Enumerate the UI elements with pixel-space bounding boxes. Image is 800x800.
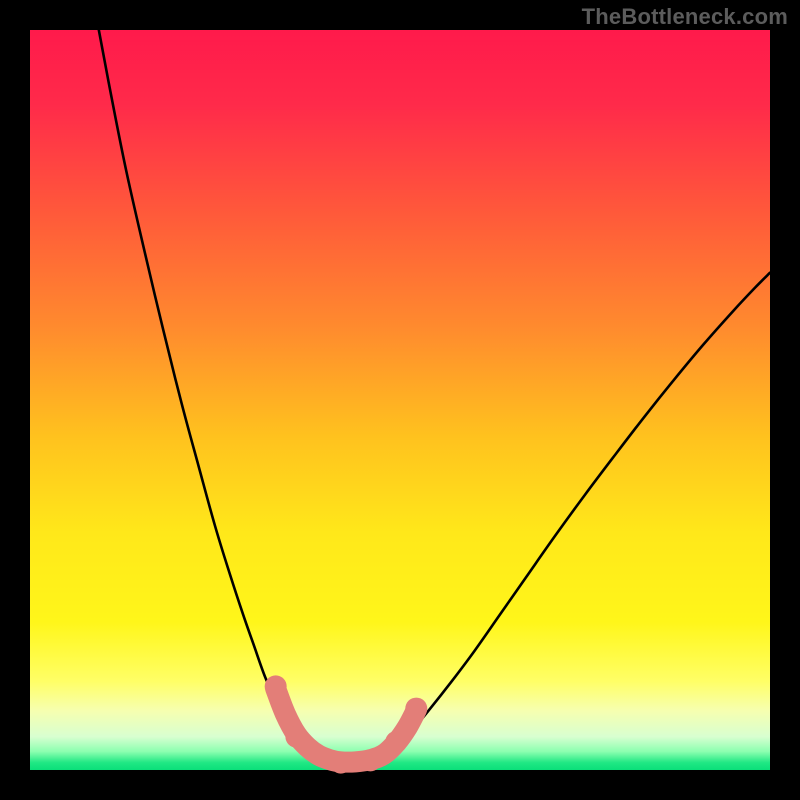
overlay-dot: [405, 698, 427, 720]
bottleneck-chart: [0, 0, 800, 800]
overlay-dot: [265, 675, 287, 697]
overlay-dot: [330, 752, 352, 774]
watermark-label: TheBottleneck.com: [582, 4, 788, 30]
overlay-dot: [285, 726, 307, 748]
overlay-dot: [385, 731, 407, 753]
overlay-dot: [359, 749, 381, 771]
chart-canvas: TheBottleneck.com: [0, 0, 800, 800]
